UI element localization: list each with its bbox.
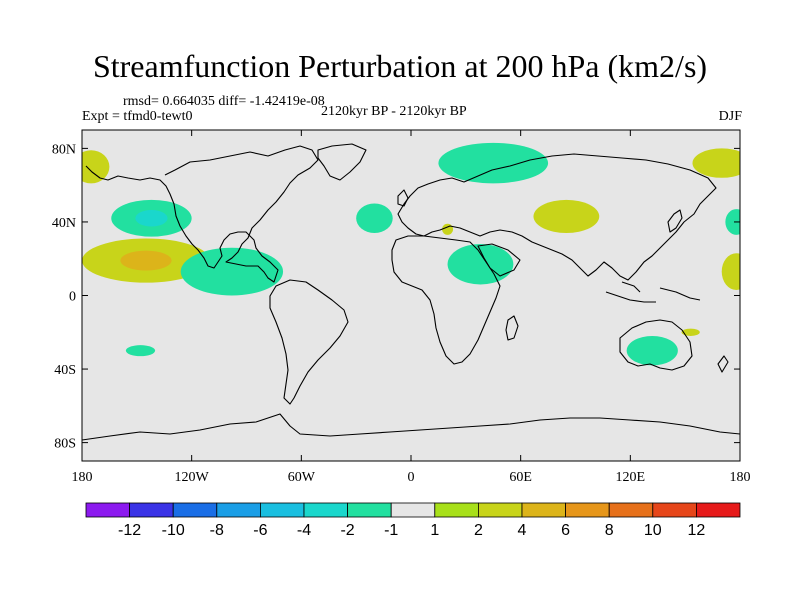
colorbar-swatch: [696, 502, 741, 518]
anomaly-australia-negative: [626, 335, 678, 366]
coast-antarctica: [82, 413, 740, 441]
colorbar-swatch: [85, 502, 130, 518]
colorbar-label: 4: [518, 522, 527, 539]
colorbar-swatch: [608, 502, 654, 518]
colorbar-swatch: [652, 502, 697, 518]
coast-south-america: [269, 279, 349, 405]
coast-indonesia: [605, 281, 701, 303]
anomaly-central-asia-positive: [533, 199, 600, 233]
anomaly-eastern-pacific-negative-band: [180, 247, 284, 296]
axis-tick-labels: 180 120W 60W 0 60E 120E 180 80N 40N 0 40S 80S: [52, 142, 751, 485]
axis-ticks: [81, 130, 741, 461]
map-background: [82, 130, 740, 461]
coast-australia: [619, 319, 693, 371]
experiment-label: Expt = tfmd0-tewt0: [82, 109, 193, 124]
colorbar-label: -10: [162, 522, 185, 539]
x-tick-label: 120W: [175, 470, 210, 485]
coast-north-america: [85, 145, 319, 283]
season-label: DJF: [718, 109, 742, 124]
coast-arabia: [477, 243, 521, 277]
coastlines: [82, 143, 740, 441]
colorbar-swatch: [172, 502, 218, 518]
coast-madagascar: [505, 315, 519, 341]
colorbar-label: 6: [561, 522, 570, 539]
colorbar-label: 8: [605, 522, 614, 539]
colorbar-swatch: [521, 502, 566, 518]
y-tick-label: 40S: [54, 363, 76, 378]
colorbar-swatch: [347, 502, 392, 518]
stats-text: rmsd= 0.664035 diff= -1.42419e-08: [123, 94, 325, 109]
colorbar-swatch: [434, 502, 479, 518]
anomaly-north-eurasia-negative: [438, 142, 549, 184]
anomaly-north-africa-negative: [447, 244, 514, 285]
colorbar-label: -2: [340, 522, 354, 539]
y-tick-label: 80N: [52, 142, 76, 157]
period-label: 2120kyr BP - 2120kyr BP: [321, 104, 467, 119]
colorbar-swatch: [477, 502, 523, 518]
anomaly-siberia-pacific-positive: [692, 148, 740, 178]
coast-uk: [397, 189, 409, 207]
colorbar-swatch: [390, 502, 436, 518]
y-tick-label: 80S: [54, 437, 76, 452]
colorbar-swatch: [129, 502, 174, 518]
colorbar-label: 10: [644, 522, 662, 539]
colorbar-label: -6: [253, 522, 267, 539]
coast-africa: [391, 235, 501, 365]
anomaly-core-north-pacific-negative: [135, 209, 168, 227]
x-tick-label: 60W: [288, 470, 316, 485]
colorbar-label: 2: [474, 522, 483, 539]
colorbar-label: -4: [297, 522, 311, 539]
colorbar-label: -1: [384, 522, 398, 539]
x-tick-label: 0: [408, 470, 415, 485]
colorbar-label: -8: [210, 522, 224, 539]
colorbar-label: 12: [688, 522, 706, 539]
x-tick-label: 60E: [509, 470, 532, 485]
colorbar-label: -12: [118, 522, 141, 539]
map-title: Streamfunction Perturbation at 200 hPa (…: [92, 48, 708, 84]
anomaly-atlantic-negative: [356, 203, 393, 233]
colorbar: -12 -10 -8 -6 -4 -2 -1 1 2 4 6 8 10 12: [85, 502, 741, 539]
y-tick-label: 0: [69, 290, 76, 305]
colorbar-swatch: [216, 502, 261, 518]
colorbar-swatch: [565, 502, 610, 518]
x-tick-label: 180: [730, 470, 751, 485]
anomaly-north-west-pacific-negative: [725, 209, 740, 235]
anomaly-south-pacific-negative: [125, 345, 156, 357]
anomaly-core-subtropical-pacific-positive: [120, 250, 172, 271]
anomaly-alaska-positive: [82, 150, 110, 184]
y-tick-label: 40N: [52, 216, 76, 231]
anomaly-regions: [82, 142, 740, 366]
anomaly-west-pacific-positive: [721, 253, 740, 290]
colorbar-label: 1: [430, 522, 439, 539]
colorbar-swatch: [259, 502, 305, 518]
coast-new-zealand: [717, 355, 729, 373]
x-tick-label: 120E: [616, 470, 646, 485]
x-tick-label: 180: [72, 470, 93, 485]
coast-japan: [667, 209, 683, 233]
coast-greenland: [317, 143, 367, 181]
colorbar-swatch: [303, 502, 348, 518]
coast-eurasia: [397, 153, 717, 281]
anomaly-tasman-positive: [681, 328, 700, 336]
anomaly-mediterranean-positive: [442, 223, 454, 235]
